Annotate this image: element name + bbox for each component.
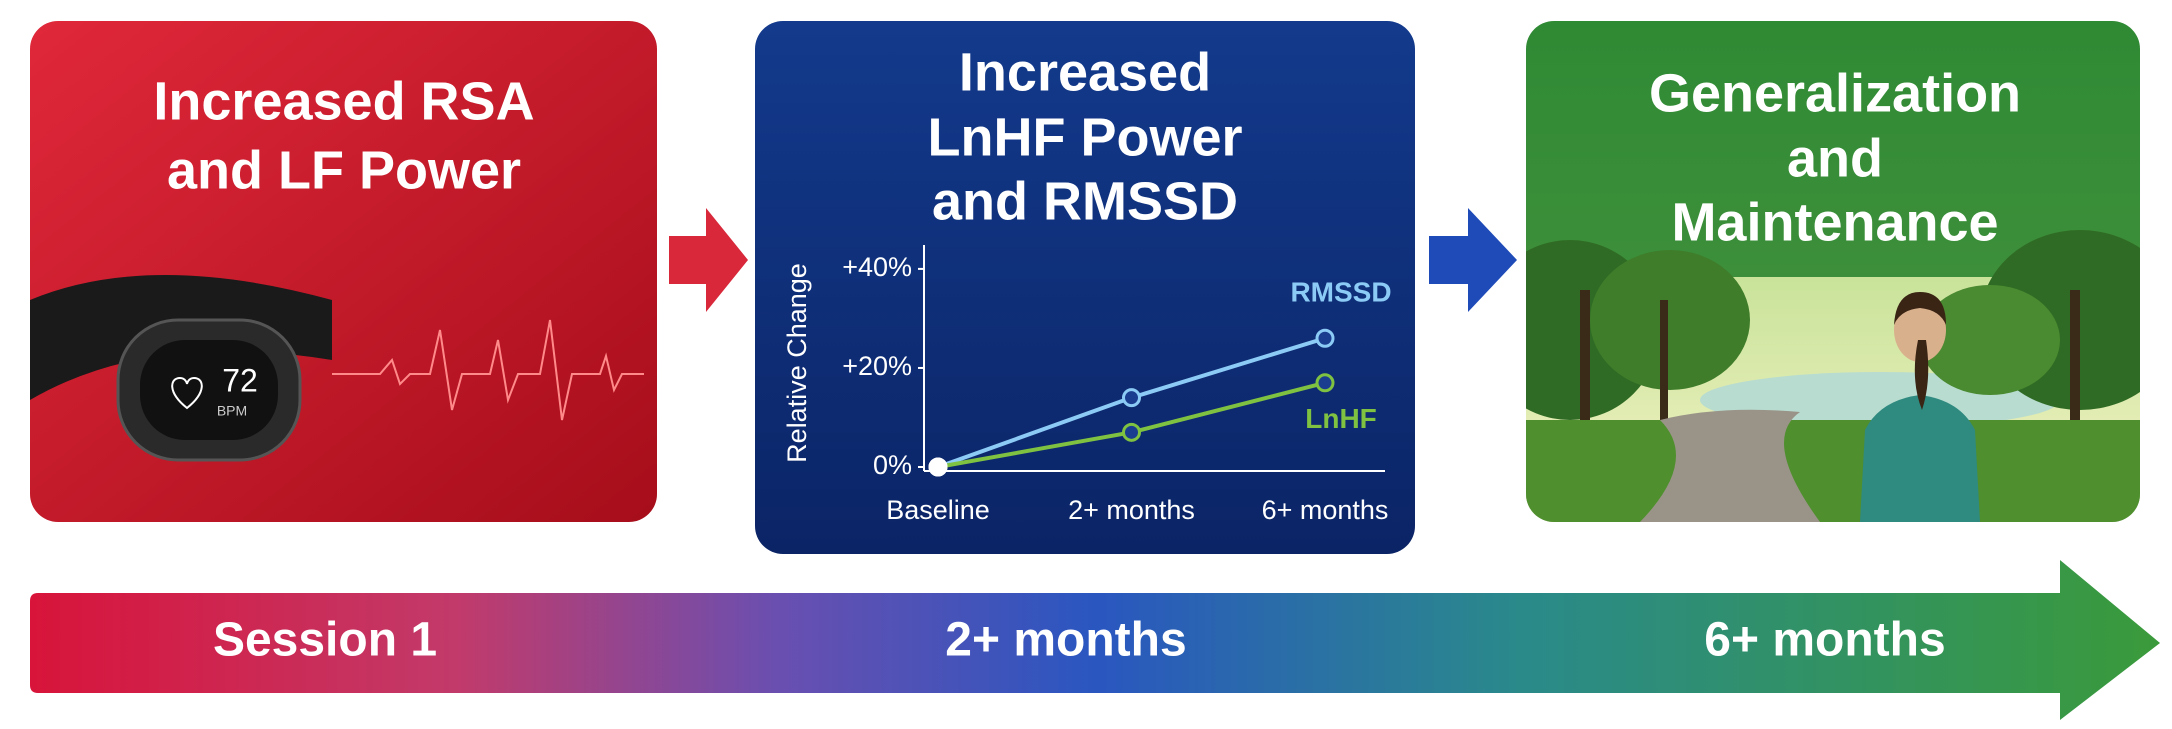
heart-icon — [171, 376, 203, 410]
bpm-value: 72 — [222, 362, 258, 398]
point — [928, 457, 948, 477]
y-tick-label: +40% — [842, 252, 912, 282]
panel-title: Increased — [959, 42, 1211, 102]
timeline-label: 2+ months — [945, 614, 1186, 667]
series-label: LnHF — [1305, 403, 1377, 434]
park-scene — [1526, 230, 2140, 522]
x-tick-label: 2+ months — [1068, 495, 1195, 525]
timeline-label: Session 1 — [213, 614, 437, 667]
panel-blue — [755, 21, 1415, 554]
point — [1122, 422, 1141, 442]
panel-title: Increased RSA — [153, 71, 534, 131]
point — [1122, 388, 1141, 408]
timeline-label: 6+ months — [1704, 614, 1945, 667]
y-axis-title: Relative Change — [782, 263, 812, 463]
x-tick-label: 6+ months — [1262, 495, 1389, 525]
device-screen — [140, 340, 278, 440]
panel-title: LnHF Power — [927, 107, 1242, 167]
bpm-unit: BPM — [217, 403, 247, 419]
point — [1315, 373, 1335, 393]
ecg-wave — [332, 319, 644, 421]
series-label: RMSSD — [1290, 277, 1391, 308]
arrow — [669, 208, 748, 312]
chart: Relative Change 0% +20% +40% Baseline 2+ mont… — [782, 245, 1392, 525]
point — [1315, 328, 1335, 348]
arrow — [1429, 208, 1517, 312]
panel-title: and — [1787, 128, 1883, 188]
panel-title: and LF Power — [167, 140, 521, 200]
timeline-arrow — [30, 560, 2160, 720]
panel-title: and RMSSD — [932, 171, 1238, 231]
panel-title: Maintenance — [1671, 192, 1998, 252]
panel-title: Generalization — [1649, 63, 2021, 123]
x-tick-label: Baseline — [886, 495, 990, 525]
y-tick-label: +20% — [842, 351, 912, 381]
y-tick-label: 0% — [873, 450, 912, 480]
